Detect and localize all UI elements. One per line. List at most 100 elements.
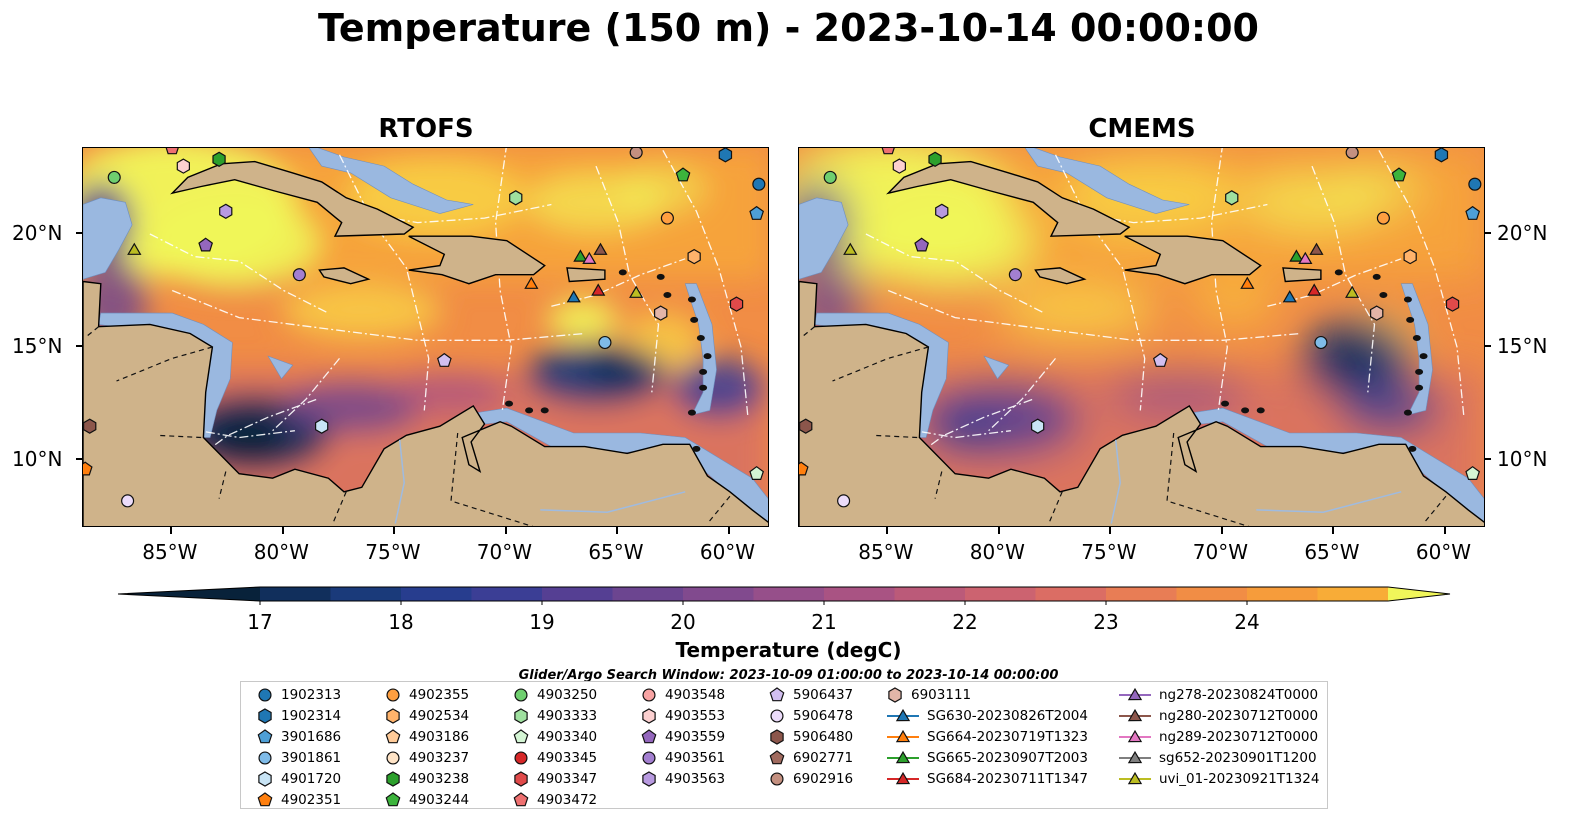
hexagon-marker-icon [258,770,272,787]
legend-label: 4903559 [665,728,726,745]
legend-entry: 4903347 [513,768,597,789]
lon-tick-mark [616,527,619,534]
observation-marker [1289,249,1304,262]
observation-marker [524,276,539,289]
triangle-marker-icon [1119,708,1151,721]
legend-entry: 4902534 [385,705,469,726]
lat-tick-label: 15°N [1497,334,1548,359]
legend-label: 5906437 [793,686,854,703]
legend-label: 4903333 [537,707,598,724]
legend-entry: 6902771 [769,747,853,768]
observation-marker [1465,205,1481,220]
legend-entry: sg652-20230901T1200 [1119,747,1317,768]
colorbar-tick-label: 20 [670,610,695,634]
observation-marker [1282,290,1297,303]
legend-entry: 4903345 [513,747,597,768]
circle-marker-icon [258,687,272,702]
observation-marker [1345,285,1360,298]
hexagon-marker-icon [514,707,528,724]
legend-entry: 4903553 [641,705,725,726]
lat-tick-label: 10°N [12,447,63,472]
hexagon-marker-icon [642,770,656,787]
colorbar-segment [1106,587,1177,601]
circle-marker-icon [514,687,528,702]
colorbar-segment [965,587,1036,601]
legend-label: 4903347 [537,770,598,787]
observation-marker [752,177,766,191]
legend-entry: 4903237 [385,747,469,768]
legend-label: 4903340 [537,728,598,745]
observation-marker [1391,167,1407,182]
legend-label: SG665-20230907T2003 [927,749,1088,766]
lat-tick-label: 20°N [12,220,63,245]
legend-label: 4902351 [281,791,342,808]
map-panel-cmems[interactable] [798,147,1485,527]
observation-marker [749,465,765,480]
hexagon-marker-icon [258,707,272,724]
legend-entry: SG664-20230719T1323 [887,726,1088,747]
observation-marker [593,242,608,255]
triangle-marker-icon [887,708,919,721]
observation-marker [749,205,765,220]
pentagon-marker-icon [769,686,785,701]
legend-label: 4903237 [409,749,470,766]
legend-label: 4902355 [409,686,470,703]
panel-title-rtofs: RTOFS [378,114,474,144]
colorbar-segment [1247,587,1318,601]
colorbar-tick-label: 19 [529,610,554,634]
lon-tick-mark [997,527,1000,534]
lon-tick-label: 70°W [476,540,533,564]
legend-entry: 4903250 [513,684,597,705]
lon-tick-label: 60°W [699,540,756,564]
lon-tick-label: 65°W [588,540,644,564]
observation-marker [1465,465,1481,480]
colorbar-tick-label: 18 [388,610,413,634]
circle-marker-icon [642,750,656,765]
legend-label: sg652-20230901T1200 [1159,749,1317,766]
legend-entry: 5906437 [769,684,853,705]
lon-tick-mark [886,527,889,534]
legend-label: ng289-20230712T0000 [1159,728,1319,745]
observation-marker [843,242,858,255]
map-panel-rtofs[interactable] [82,147,769,527]
observation-marker [107,170,121,184]
lon-tick-mark [170,527,173,534]
legend-entry: 5906478 [769,705,853,726]
lon-tick-mark [727,527,730,534]
observation-marker [653,305,668,321]
colorbar-segment [894,587,966,601]
legend-entry: 1902313 [257,684,341,705]
colorbar-segment [753,587,825,601]
hexagon-marker-icon [386,770,400,787]
observation-marker [1314,335,1328,350]
legend-entry: 6902916 [769,768,853,789]
observation-marker [799,418,813,434]
circle-marker-icon [514,750,528,765]
observation-marker [1434,148,1449,163]
observation-marker [212,151,226,167]
legend-label: SG684-20230711T1347 [927,770,1088,787]
colorbar-extend-min [118,587,260,601]
observation-marker [729,296,744,312]
triangle-marker-icon [1119,771,1151,784]
circle-marker-icon [770,771,784,786]
legend-label: 4903186 [409,728,470,745]
observation-marker [892,158,907,174]
pentagon-marker-icon [513,728,529,743]
temperature-colorbar: 17 18 19 20 21 22 23 24 [117,586,1451,634]
observation-marker [629,148,643,160]
colorbar-tick-label: 24 [1234,610,1259,634]
observation-marker [83,461,93,476]
observation-marker [198,237,214,252]
observation-marker [598,335,612,350]
lon-tick-label: 85°W [858,540,914,564]
lat-tick-mark [1485,345,1491,348]
colorbar-tick-label: 22 [952,610,977,634]
observation-marker [1225,190,1239,206]
legend-entry: SG684-20230711T1347 [887,768,1088,789]
figure-title: Temperature (150 m) - 2023-10-14 00:00:0… [317,6,1259,50]
search-window-text: Glider/Argo Search Window: 2023-10-09 01… [518,668,1059,683]
triangle-marker-icon [1119,687,1151,700]
lon-tick-mark [1332,527,1335,534]
legend-entry: 4903244 [385,789,469,810]
